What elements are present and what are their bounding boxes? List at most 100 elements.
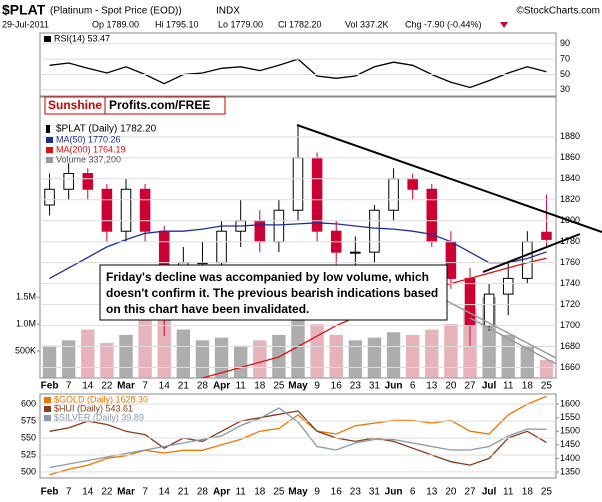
x-tick-label: 25: [273, 381, 285, 392]
candle-body: [63, 173, 74, 190]
candle-body: [82, 173, 94, 190]
x-tick-label: Jun: [385, 381, 403, 392]
y-tick-label: 1840: [560, 173, 580, 183]
candle-body: [216, 230, 227, 264]
logo-brand: Sunshine: [48, 98, 102, 112]
x-tick-label: Jul: [482, 381, 497, 392]
series-line: [49, 410, 547, 466]
candle-body: [407, 178, 418, 190]
y-tick-label: 1600: [560, 398, 580, 408]
y-tick-label: 1700: [560, 320, 580, 330]
x-tick-label: 13: [426, 487, 438, 498]
volume-bar: [119, 334, 133, 378]
legend-swatch: [44, 406, 51, 412]
x-tick-label: 7: [66, 381, 72, 392]
y-tick-label: 70: [560, 53, 570, 63]
annotation-line: doesn't confirm it. The previous bearish…: [106, 286, 438, 300]
pointer-line: [444, 299, 557, 359]
candle-body: [120, 188, 132, 232]
x-tick-label: Jun: [385, 487, 403, 498]
y-tick-label: 1350: [560, 466, 580, 476]
change: Chg -7.90 (-0.44%): [405, 19, 482, 29]
x-tick-label: 7: [142, 381, 148, 392]
x-tick-label: 20: [445, 487, 457, 498]
x-tick-label: 11: [235, 487, 246, 498]
series-line: [49, 395, 547, 476]
x-tick-label: May: [288, 487, 308, 498]
x-tick-label: 25: [541, 381, 553, 392]
x-tick-label: 16: [331, 381, 343, 392]
volume-bar: [386, 332, 401, 378]
y-tick-label: 1780: [560, 236, 580, 246]
legend-entry: Volume 337,200: [56, 154, 121, 164]
x-tick-label: 18: [254, 381, 266, 392]
y-tick-label: 1860: [560, 152, 580, 162]
series-line: [49, 222, 547, 279]
legend-entry: MA(50) 1770.26: [56, 134, 121, 144]
y-tick-label: 575: [21, 415, 36, 425]
volume-bar: [42, 345, 57, 378]
volume-bar: [176, 329, 191, 378]
x-tick-label: 23: [350, 381, 362, 392]
x-tick-label: 31: [369, 487, 381, 498]
x-tick-label: Mar: [117, 487, 135, 498]
x-tick-label: Jul: [482, 487, 497, 498]
legend-entry: MA(200) 1764.19: [56, 144, 126, 154]
plot-area: [49, 395, 547, 476]
symbol: $PLAT: [2, 2, 46, 18]
credit: ©StockCharts.com: [516, 6, 600, 17]
volume-bar: [348, 340, 363, 378]
series-line: [49, 407, 547, 469]
x-tick-label: 21: [178, 487, 190, 498]
x-tick-label: 6: [410, 381, 416, 392]
x-tick-label: 21: [178, 381, 190, 392]
x-tick-label: 14: [82, 381, 94, 392]
legend-entry: $PLAT (Daily) 1782.20: [56, 124, 157, 135]
volume-bar: [138, 318, 152, 378]
candle-body: [311, 157, 323, 232]
x-tick-label: 7: [142, 487, 148, 498]
x-tick-label: 18: [254, 487, 266, 498]
y-tick-label: 1500: [560, 426, 580, 436]
y-tick-label: 1.5M: [16, 292, 36, 302]
exchange: INDX: [216, 6, 240, 17]
y-tick-label: 500: [21, 466, 36, 476]
x-tick-label: Feb: [41, 381, 59, 392]
volume-bar: [405, 334, 420, 378]
candle-body: [292, 157, 304, 211]
y-tick-label: 1740: [560, 278, 580, 288]
x-tick-label: 7: [66, 487, 72, 498]
y-tick-label: 1660: [560, 362, 580, 372]
x-tick-label: Mar: [117, 381, 135, 392]
candle-body: [388, 178, 399, 211]
candle-body: [369, 209, 380, 253]
volume-bar: [367, 337, 382, 378]
x-tick-label: May: [288, 381, 308, 392]
x-tick-label: Apr: [213, 487, 230, 498]
x-tick-label: 20: [445, 381, 457, 392]
legend-entry: $GOLD (Daily) 1628.30: [54, 394, 148, 404]
close: Cl 1782.20: [278, 19, 322, 29]
legend-swatch: [46, 125, 50, 133]
open: Op 1789.00: [92, 19, 139, 29]
x-tick-label: 27: [464, 487, 476, 498]
candle-body: [522, 241, 533, 279]
x-tick-label: 16: [331, 487, 343, 498]
y-tick-label: 50: [560, 69, 570, 79]
x-tick-label: 9: [314, 487, 320, 498]
panel-frame: [39, 393, 557, 479]
x-tick-label: 22: [101, 381, 113, 392]
candle-body: [254, 220, 266, 243]
y-tick-label: 1.0M: [16, 319, 36, 329]
candle-body: [139, 188, 151, 232]
y-tick-label: 600: [21, 399, 36, 409]
y-tick-label: 1680: [560, 341, 580, 351]
y-tick-label: 1720: [560, 299, 580, 309]
low: Lo 1779.00: [218, 19, 263, 29]
volume-bar: [291, 313, 305, 378]
x-tick-label: 13: [426, 381, 438, 392]
legend-swatch: [44, 397, 51, 403]
plot-area: [49, 58, 547, 89]
volume-bar: [233, 345, 248, 378]
x-tick-label: 28: [197, 381, 209, 392]
